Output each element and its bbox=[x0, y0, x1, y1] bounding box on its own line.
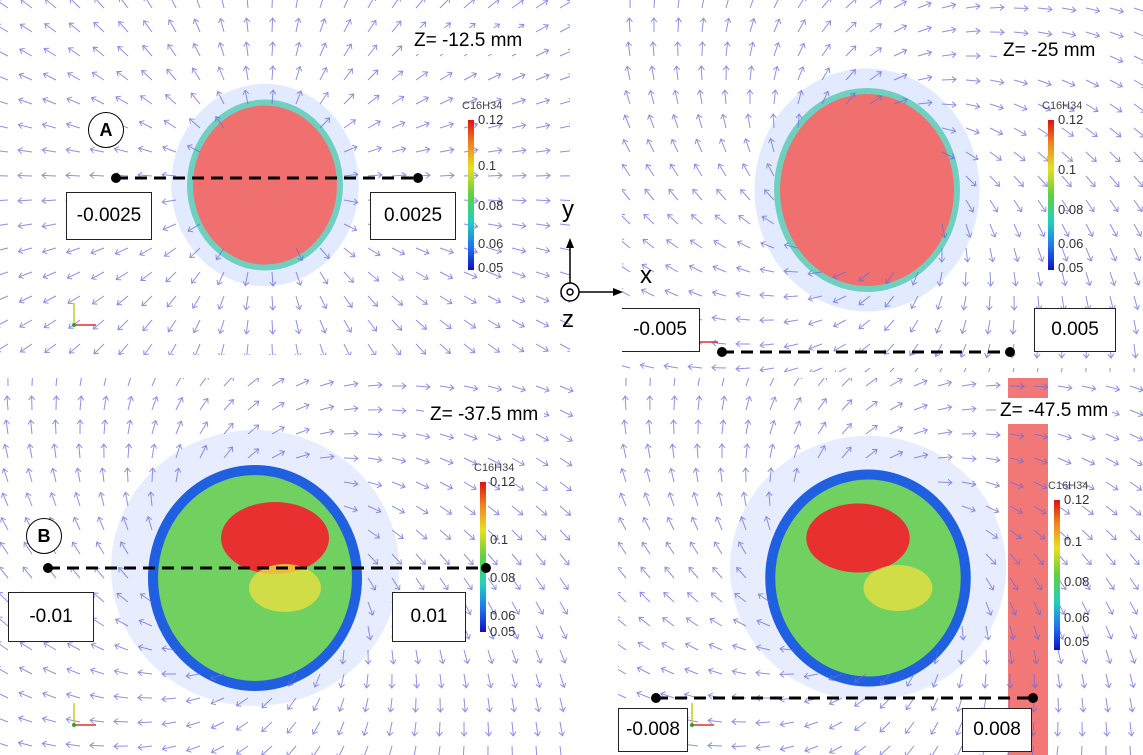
range-right-label: 0.01 bbox=[392, 592, 466, 642]
panel-z-25: Z= -25 mm C16H34 0.12 0.1 0.08 0.06 0.05… bbox=[622, 0, 1143, 372]
x-axis-label: x bbox=[640, 262, 652, 289]
z-axis-label: z bbox=[562, 306, 574, 333]
colorbar-tick: 0.06 bbox=[1058, 236, 1084, 251]
range-left-label: -0.01 bbox=[8, 592, 94, 642]
colorbar-tick: 0.06 bbox=[1064, 610, 1090, 625]
colorbar-tick: 0.1 bbox=[1058, 162, 1077, 177]
colorbar-tick: 0.06 bbox=[490, 608, 516, 623]
colorbar-gradient bbox=[468, 120, 474, 270]
marker-label: A bbox=[88, 112, 124, 148]
range-left-label: -0.005 bbox=[622, 308, 700, 352]
colorbar-title: C16H34 bbox=[1048, 480, 1089, 492]
vector-field bbox=[622, 0, 1143, 372]
range-right-label: 0.008 bbox=[962, 708, 1032, 752]
panel-z-12-5: Z= -12.5 mm C16H34 0.12 0.1 0.08 0.06 0.… bbox=[0, 0, 570, 355]
colorbar-tick: 0.06 bbox=[478, 236, 504, 251]
colorbar: C16H34 0.12 0.1 0.08 0.06 0.05 bbox=[1048, 480, 1143, 670]
colorbar-title: C16H34 bbox=[462, 100, 503, 112]
z-label: Z= -12.5 mm bbox=[408, 28, 529, 54]
range-right-label: 0.005 bbox=[1034, 308, 1116, 352]
colorbar-title: C16H34 bbox=[474, 462, 515, 474]
range-right-label: 0.0025 bbox=[370, 192, 456, 240]
colorbar-tick: 0.08 bbox=[490, 570, 516, 585]
z-label: Z= -25 mm bbox=[997, 38, 1102, 64]
range-left-label: -0.0025 bbox=[66, 192, 152, 240]
range-left-label: -0.008 bbox=[618, 708, 688, 752]
z-label: Z= -37.5 mm bbox=[424, 402, 545, 428]
colorbar: C16H34 0.12 0.1 0.08 0.06 0.05 bbox=[474, 462, 575, 652]
colorbar-gradient bbox=[1048, 120, 1054, 270]
colorbar-tick: 0.08 bbox=[1058, 202, 1084, 217]
vector-field bbox=[618, 378, 1143, 755]
colorbar-tick: 0.12 bbox=[1058, 112, 1084, 127]
axis-triad bbox=[560, 238, 623, 302]
colorbar-gradient bbox=[480, 482, 486, 632]
colorbar-title: C16H34 bbox=[1042, 100, 1083, 112]
colorbar-gradient bbox=[1054, 500, 1060, 650]
colorbar-tick: 0.05 bbox=[478, 260, 504, 275]
y-axis-label: y bbox=[562, 196, 574, 223]
panel-z-37-5: Z= -37.5 mm C16H34 0.12 0.1 0.08 0.06 0.… bbox=[0, 378, 575, 755]
colorbar-tick: 0.05 bbox=[490, 624, 516, 639]
z-label: Z= -47.5 mm bbox=[996, 398, 1113, 424]
colorbar-tick: 0.12 bbox=[478, 112, 504, 127]
colorbar: C16H34 0.12 0.1 0.08 0.06 0.05 bbox=[1042, 100, 1143, 290]
colorbar-tick: 0.08 bbox=[1064, 574, 1090, 589]
colorbar-tick: 0.05 bbox=[1064, 634, 1090, 649]
colorbar: C16H34 0.12 0.1 0.08 0.06 0.05 bbox=[462, 100, 570, 290]
colorbar-tick: 0.12 bbox=[490, 474, 516, 489]
panel-z-47-5: Z= -47.5 mm C16H34 0.12 0.1 0.08 0.06 0.… bbox=[618, 378, 1143, 755]
marker-label: B bbox=[26, 518, 62, 554]
colorbar-tick: 0.1 bbox=[1064, 534, 1083, 549]
colorbar-tick: 0.08 bbox=[478, 198, 504, 213]
vector-field bbox=[0, 0, 570, 355]
colorbar-tick: 0.12 bbox=[1064, 492, 1090, 507]
colorbar-tick: 0.05 bbox=[1058, 260, 1084, 275]
colorbar-tick: 0.1 bbox=[478, 158, 497, 173]
colorbar-tick: 0.1 bbox=[490, 532, 509, 547]
